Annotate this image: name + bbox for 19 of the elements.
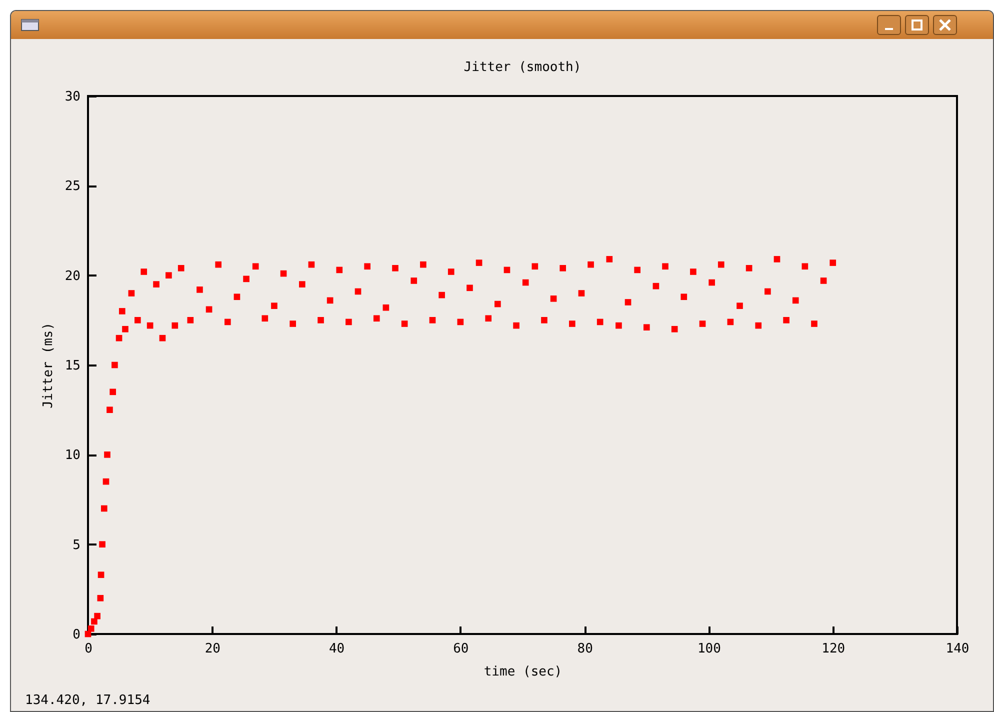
y-tick-label: 5: [72, 538, 80, 553]
x-tick-label: 80: [577, 642, 593, 656]
x-tick-label: 60: [453, 642, 469, 656]
x-tick-label: 40: [328, 642, 345, 656]
y-tick-label: 20: [64, 268, 80, 284]
x-axis-title: time (sec): [484, 664, 562, 680]
x-tick-label: 100: [697, 642, 721, 656]
y-tick-label: 10: [64, 448, 80, 464]
x-tick-label: 0: [84, 642, 92, 656]
x-tick-label: 120: [822, 642, 846, 656]
x-tick-label: 20: [204, 642, 220, 656]
y-tick-label: 15: [64, 358, 80, 374]
text: 134.420, 17.9154: [25, 693, 150, 708]
y-tick-label: 0: [72, 628, 80, 642]
y-axis-title: Jitter (ms): [40, 322, 56, 409]
y-tick-label: 30: [64, 90, 80, 104]
y-tick-label: 25: [64, 179, 80, 194]
chart-title: Jitter (smooth): [464, 60, 582, 75]
x-tick-label: 140: [946, 642, 970, 656]
